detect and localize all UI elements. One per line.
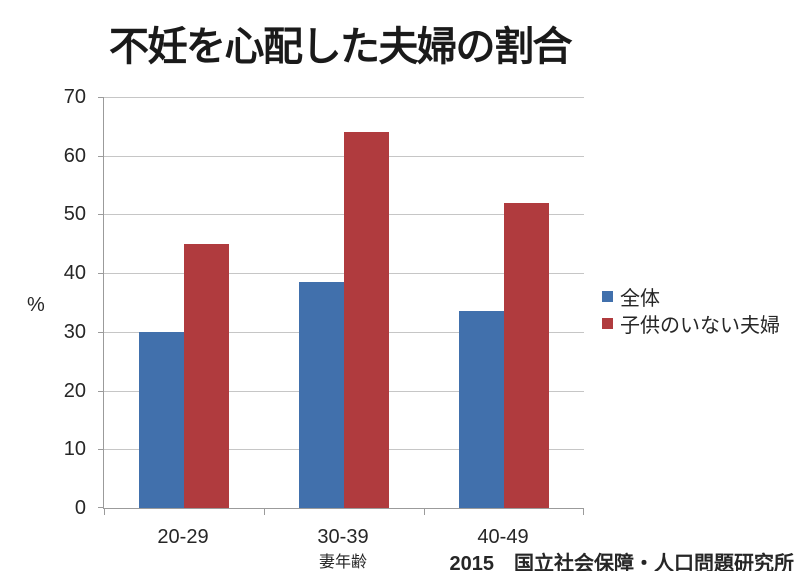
y-tick-mark <box>98 156 104 157</box>
x-axis-label: 妻年齢 <box>318 554 367 571</box>
legend-label: 子供のいない夫婦 <box>620 315 780 337</box>
y-tick-label: 50 <box>63 203 86 225</box>
legend-item: 全体 <box>602 284 780 310</box>
x-tick-mark <box>104 509 105 515</box>
legend-swatch-icon <box>602 318 613 329</box>
bar <box>184 244 229 508</box>
y-tick-label: 0 <box>74 497 86 519</box>
y-tick-label: 70 <box>63 86 86 108</box>
bar <box>139 332 184 508</box>
y-axis-unit-label: % <box>27 294 45 316</box>
x-tick-mark <box>264 509 265 515</box>
plot-area <box>98 97 584 515</box>
chart-title: 不妊を心配した夫婦の割合 <box>109 25 573 69</box>
legend-swatch-icon <box>602 291 613 302</box>
y-tick-mark <box>98 391 104 392</box>
y-tick-label: 20 <box>63 380 86 402</box>
legend-label: 全体 <box>620 288 660 310</box>
y-tick-label: 60 <box>63 145 86 167</box>
y-tick-label: 10 <box>63 438 86 460</box>
y-tick-label: 40 <box>63 262 86 284</box>
x-tick-label: 20-29 <box>157 526 209 548</box>
x-tick-label: 30-39 <box>317 526 369 548</box>
y-tick-mark <box>98 449 104 450</box>
y-tick-mark <box>98 507 104 508</box>
bar <box>459 311 504 508</box>
y-axis-tick-labels: 0 10 20 30 40 50 60 70 <box>30 87 86 518</box>
x-tick-mark <box>583 509 584 515</box>
x-tick-mark <box>424 509 425 515</box>
y-tick-label: 30 <box>63 321 86 343</box>
y-tick-mark <box>98 332 104 333</box>
x-tick-label: 40-49 <box>477 526 529 548</box>
y-tick-mark <box>98 214 104 215</box>
legend-item: 子供のいない夫婦 <box>602 311 780 337</box>
y-tick-mark <box>98 273 104 274</box>
bar <box>504 203 549 508</box>
legend: 全体 子供のいない夫婦 <box>602 284 780 338</box>
bar <box>344 132 389 508</box>
source-note: 2015 国立社会保障・人口問題研究所 <box>449 553 795 571</box>
gridline <box>104 97 584 98</box>
y-tick-mark <box>98 97 104 98</box>
bar <box>299 282 344 508</box>
